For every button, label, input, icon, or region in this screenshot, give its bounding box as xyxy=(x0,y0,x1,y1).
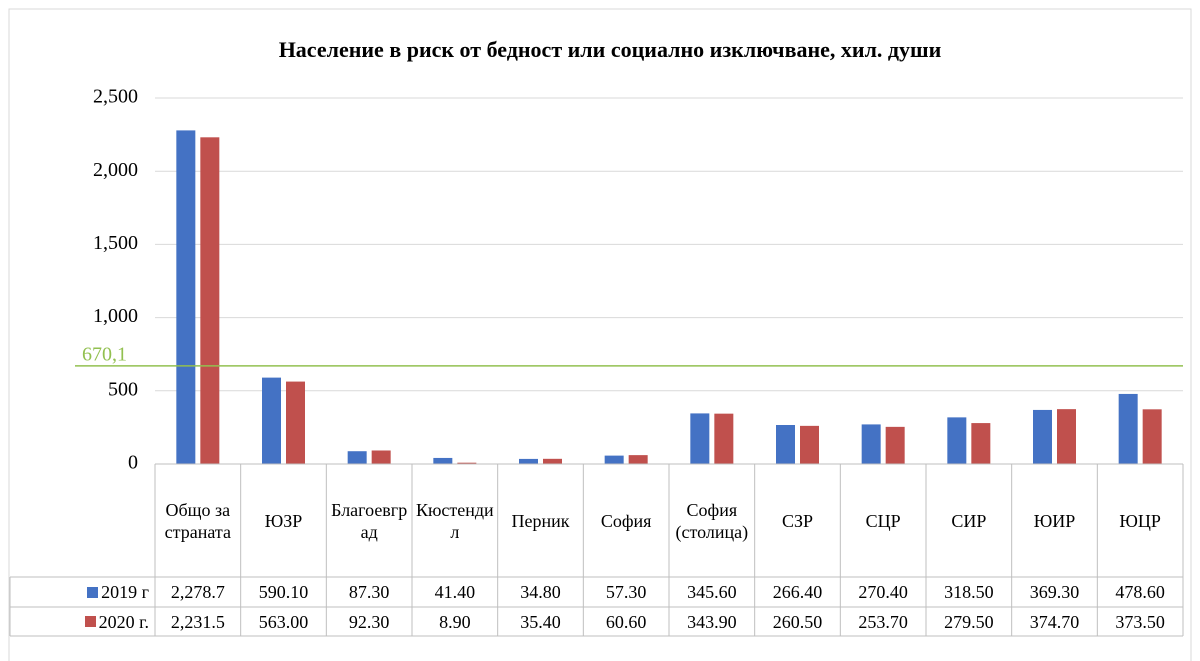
bar xyxy=(885,426,905,464)
bar xyxy=(1118,393,1138,464)
table-value: 563.00 xyxy=(258,611,309,632)
y-tick-label: 2,500 xyxy=(93,86,138,108)
table-value: 2,278.7 xyxy=(170,582,225,602)
bar xyxy=(176,130,196,464)
category-label: ЮИР xyxy=(1033,510,1076,531)
bar xyxy=(971,423,991,464)
table-value: 92.30 xyxy=(348,611,390,632)
bar xyxy=(286,381,305,464)
category-label: София xyxy=(600,510,652,531)
legend-swatch xyxy=(84,616,96,627)
table-value: 253.70 xyxy=(858,611,908,632)
bar xyxy=(371,450,391,464)
category-label: ЮЦР xyxy=(1119,510,1161,531)
table-value: 260.50 xyxy=(772,611,823,632)
y-tick-label: 2,000 xyxy=(93,159,138,181)
category-label: Перник xyxy=(511,510,570,531)
table-value: 41.40 xyxy=(434,582,476,602)
table-value: 60.60 xyxy=(605,611,647,632)
table-value: 369.30 xyxy=(1029,582,1080,602)
category-label: СИР xyxy=(951,510,987,531)
y-tick-label: 1,500 xyxy=(93,232,138,254)
y-tick-label: 500 xyxy=(108,378,138,400)
bar xyxy=(776,424,795,464)
bar xyxy=(690,413,710,464)
category-label: Общо за страната xyxy=(164,499,231,542)
legend-entry: 2020 г. xyxy=(10,607,155,636)
bar xyxy=(433,457,453,464)
bar xyxy=(861,424,881,464)
bar xyxy=(604,455,624,464)
bar xyxy=(1142,409,1162,464)
category-label: Кюстендил xyxy=(415,499,494,542)
category-label: София (столица) xyxy=(675,499,749,542)
table-value: 8.90 xyxy=(439,611,471,632)
chart-title: Население в риск от бедност или социално… xyxy=(279,37,942,62)
legend-entry: 2019 г xyxy=(10,577,155,607)
bar xyxy=(200,137,220,464)
table-value: 373.50 xyxy=(1115,611,1165,632)
category-label: СЦР xyxy=(865,510,901,531)
table-value: 590.10 xyxy=(258,582,309,602)
table-value: 2,231.5 xyxy=(170,611,225,632)
table-value: 279.50 xyxy=(944,611,994,632)
category-label: СЗР xyxy=(781,510,813,531)
bar xyxy=(1033,409,1052,464)
table-value: 266.40 xyxy=(772,582,823,602)
table-value: 35.40 xyxy=(520,611,561,632)
table-value: 318.50 xyxy=(944,582,994,602)
table-value: 270.40 xyxy=(858,582,908,602)
bar xyxy=(714,413,734,464)
legend-label: 2019 г xyxy=(101,582,149,602)
table-value: 34.80 xyxy=(520,582,561,602)
table-value: 345.60 xyxy=(687,582,737,602)
bar xyxy=(947,417,967,464)
legend-swatch xyxy=(87,586,99,598)
chart-frame xyxy=(8,8,1192,661)
bar xyxy=(262,377,281,464)
table-value: 374.70 xyxy=(1029,611,1080,632)
bar xyxy=(457,462,477,464)
table-value: 343.90 xyxy=(687,611,737,632)
bar xyxy=(347,451,367,464)
bar xyxy=(628,455,648,464)
bar xyxy=(1057,409,1076,464)
y-tick-label: 1,000 xyxy=(93,305,138,327)
category-label: ЮЗР xyxy=(264,510,303,531)
bar xyxy=(543,458,562,464)
reference-label: 670,1 xyxy=(82,343,127,365)
y-tick-label: 0 xyxy=(128,452,138,474)
bar xyxy=(800,425,819,464)
category-label: Благоевград xyxy=(331,499,408,542)
bar xyxy=(519,458,538,464)
table-value: 478.60 xyxy=(1115,582,1165,602)
table-value: 57.30 xyxy=(605,582,647,602)
legend-label: 2020 г. xyxy=(98,611,149,632)
table-value: 87.30 xyxy=(348,582,390,602)
